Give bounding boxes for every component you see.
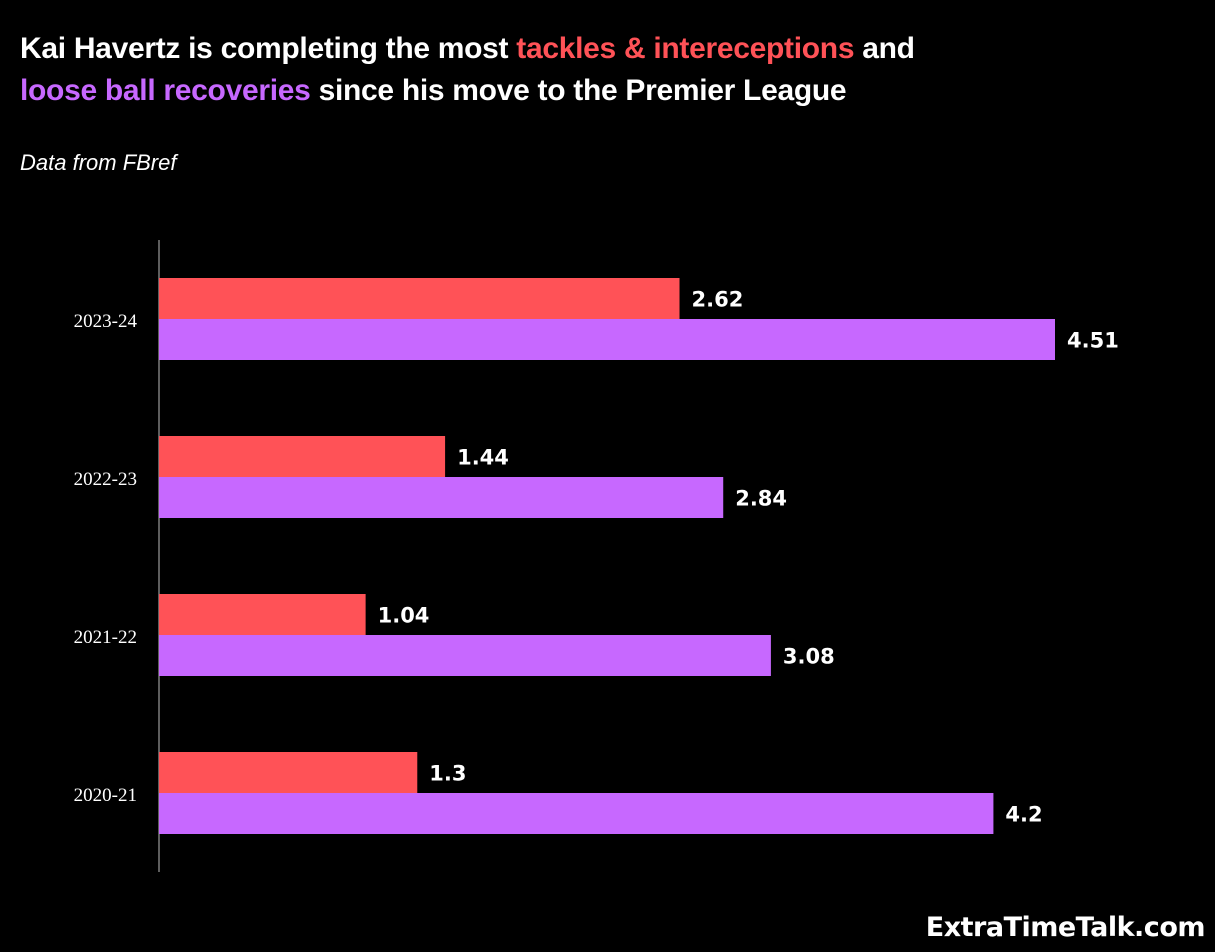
data-label: 4.2: [1005, 803, 1042, 827]
data-label: 1.04: [378, 604, 430, 628]
bar-loose-ball-recoveries: [159, 319, 1055, 360]
chart-title: Kai Havertz is completing the most tackl…: [20, 28, 960, 112]
bar-tackles-interceptions: [159, 278, 680, 319]
bar-loose-ball-recoveries: [159, 793, 994, 834]
y-tick-label: 2021-22: [74, 627, 137, 648]
title-part-recoveries: loose ball recoveries: [20, 74, 311, 107]
bar-loose-ball-recoveries: [159, 635, 771, 676]
bar-tackles-interceptions: [159, 436, 446, 477]
y-tick-label: 2022-23: [74, 469, 137, 490]
data-label: 2.62: [692, 288, 744, 312]
bar-loose-ball-recoveries: [159, 477, 724, 518]
data-label: 2.84: [735, 487, 787, 511]
data-label: 3.08: [783, 645, 835, 669]
data-label: 1.3: [429, 762, 466, 786]
y-tick-label: 2023-24: [74, 311, 138, 332]
y-tick-label: 2020-21: [74, 785, 137, 806]
bar-tackles-interceptions: [159, 752, 418, 793]
bar-tackles-interceptions: [159, 594, 366, 635]
data-label: 4.51: [1067, 329, 1119, 353]
title-part-end: since his move to the Premier League: [310, 74, 847, 107]
data-label: 1.44: [457, 446, 509, 470]
chart-subtitle: Data from FBref: [20, 150, 177, 175]
title-part-tackles: tackles & intereceptions: [516, 32, 855, 65]
title-part-and: and: [854, 32, 915, 65]
title-part-plain: Kai Havertz is completing the most: [20, 32, 517, 65]
brand-watermark: ExtraTimeTalk.com: [925, 912, 1206, 943]
